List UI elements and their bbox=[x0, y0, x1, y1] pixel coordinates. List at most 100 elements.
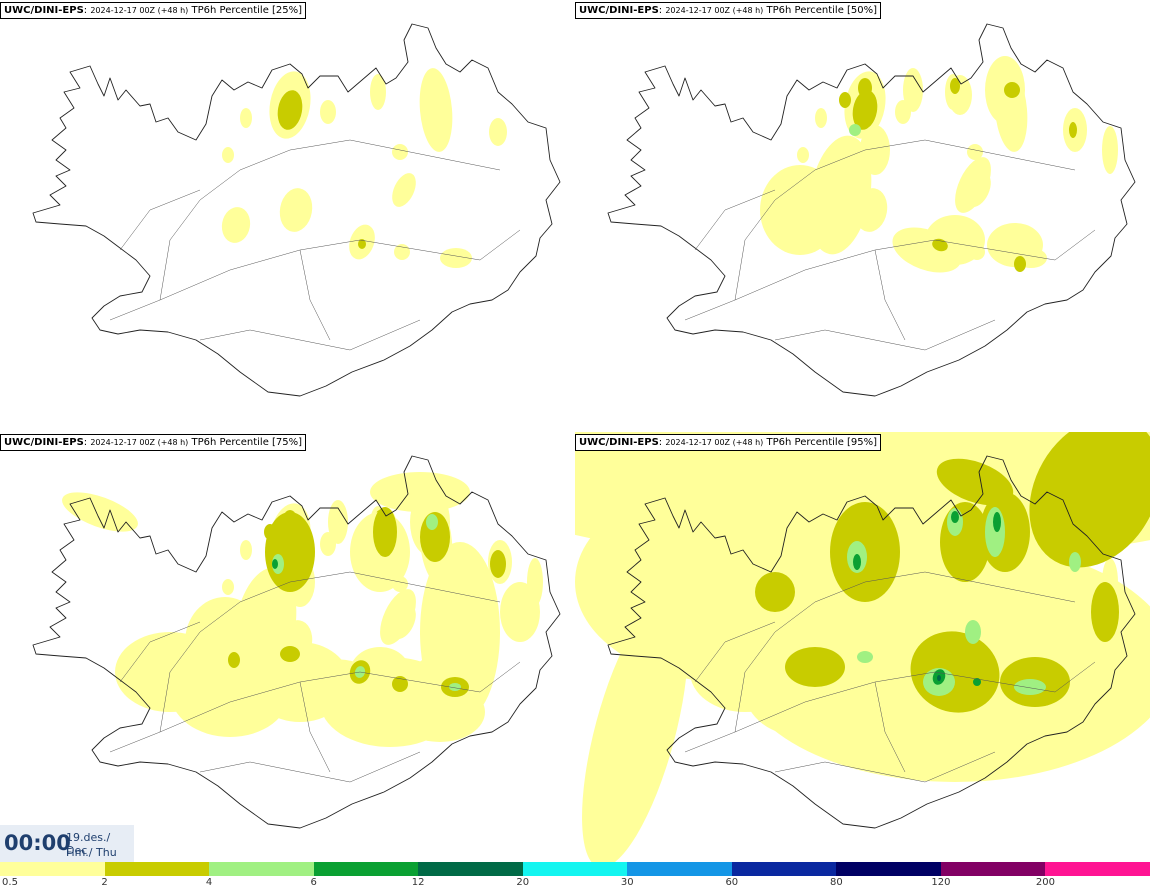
legend-label: 2 bbox=[101, 877, 108, 888]
precip-area bbox=[320, 100, 336, 124]
precip-area bbox=[852, 90, 878, 130]
road-lines bbox=[684, 571, 1096, 783]
precip-area bbox=[987, 223, 1043, 267]
legend-swatch bbox=[731, 862, 837, 876]
precip-area bbox=[228, 652, 240, 668]
precip-area bbox=[808, 135, 872, 255]
precip-area bbox=[490, 550, 506, 578]
precip-area bbox=[328, 500, 348, 544]
precip-map bbox=[607, 23, 1136, 397]
valid-date: 19.des./ Dec bbox=[66, 831, 111, 857]
precip-area bbox=[1091, 582, 1119, 642]
panel-p95: UWC/DINI-EPS: 2024-12-17 00Z (+48 h) TP6… bbox=[575, 432, 1150, 862]
precip-area bbox=[380, 589, 416, 645]
precip-area bbox=[967, 144, 983, 160]
precip-area bbox=[222, 147, 234, 163]
legend-swatch bbox=[627, 862, 733, 876]
precip-area bbox=[955, 157, 991, 213]
precip-area bbox=[272, 559, 278, 569]
precip-area bbox=[440, 248, 472, 268]
legend-swatch bbox=[418, 862, 524, 876]
legend-label: 6 bbox=[310, 877, 317, 888]
panel-p75: UWC/DINI-EPS: 2024-12-17 00Z (+48 h) TP6… bbox=[0, 432, 575, 862]
legend-swatch bbox=[522, 862, 628, 876]
precip-map bbox=[32, 455, 561, 829]
precip-map bbox=[575, 432, 1150, 862]
precip-area bbox=[973, 678, 981, 686]
legend-label: 0.5 bbox=[2, 877, 18, 888]
panel-title: UWC/DINI-EPS: 2024-12-17 00Z (+48 h) TP6… bbox=[575, 434, 882, 451]
precip-area bbox=[858, 78, 872, 98]
precip-area bbox=[394, 244, 410, 260]
precip-area bbox=[951, 511, 959, 523]
precip-area bbox=[815, 108, 827, 128]
legend-swatch bbox=[836, 862, 942, 876]
legend-swatch bbox=[209, 862, 315, 876]
precip-area bbox=[853, 554, 861, 570]
precip-area bbox=[279, 188, 313, 232]
valid-time: 00:00 bbox=[4, 831, 71, 855]
legend-label: 12 bbox=[411, 877, 425, 888]
panel-title: UWC/DINI-EPS: 2024-12-17 00Z (+48 h) TP6… bbox=[575, 2, 882, 19]
precip-area bbox=[449, 683, 461, 691]
precip-area bbox=[797, 147, 809, 163]
road-lines bbox=[684, 139, 1096, 351]
precip-area bbox=[240, 540, 252, 560]
precip-area bbox=[1029, 432, 1150, 568]
legend-swatch bbox=[1045, 862, 1150, 876]
precip-area bbox=[1014, 256, 1026, 272]
precip-area bbox=[937, 675, 941, 681]
legend-swatch bbox=[313, 862, 419, 876]
legend-swatch bbox=[104, 862, 210, 876]
precip-layer bbox=[760, 56, 1118, 273]
precip-area bbox=[426, 514, 438, 530]
precip-area bbox=[358, 239, 366, 249]
legend-label: 120 bbox=[931, 877, 951, 888]
precip-layer bbox=[62, 472, 543, 747]
road-lines bbox=[109, 571, 521, 783]
precip-layer bbox=[221, 68, 507, 268]
panel-title: UWC/DINI-EPS: 2024-12-17 00Z (+48 h) TP6… bbox=[0, 2, 307, 19]
precip-area bbox=[932, 238, 948, 252]
precip-area bbox=[500, 582, 540, 642]
color-scale-legend: 0.5 2 4 6 12 20 30 60 80 120 200 bbox=[0, 862, 1150, 891]
precip-area bbox=[392, 144, 408, 160]
panel-p50: UWC/DINI-EPS: 2024-12-17 00Z (+48 h) TP6… bbox=[575, 0, 1150, 430]
iceland-coastline bbox=[607, 23, 1136, 397]
precip-area bbox=[419, 68, 453, 152]
precip-area bbox=[903, 68, 923, 112]
precip-area bbox=[965, 620, 981, 644]
precip-area bbox=[280, 646, 300, 662]
valid-day: Fim./ Thu bbox=[66, 846, 117, 859]
iceland-coastline bbox=[32, 455, 561, 829]
precip-area bbox=[420, 542, 500, 722]
precip-area bbox=[277, 90, 303, 130]
precip-area bbox=[392, 676, 408, 692]
precip-area bbox=[370, 74, 386, 110]
precip-area bbox=[1102, 126, 1118, 174]
precip-area bbox=[265, 512, 315, 592]
valid-time-box: 00:00 19.des./ Dec Fim./ Thu bbox=[0, 825, 134, 862]
precip-area bbox=[62, 492, 138, 532]
precip-area bbox=[1069, 552, 1081, 572]
legend-label: 20 bbox=[516, 877, 530, 888]
precip-area bbox=[1014, 679, 1046, 695]
legend-swatch bbox=[940, 862, 1046, 876]
precip-area bbox=[370, 472, 470, 512]
legend-label: 80 bbox=[829, 877, 843, 888]
iceland-coastline bbox=[32, 23, 561, 397]
precip-area bbox=[860, 125, 890, 175]
precip-area bbox=[392, 173, 416, 207]
legend-swatch bbox=[0, 862, 105, 876]
legend-label: 4 bbox=[205, 877, 213, 888]
road-lines bbox=[109, 139, 521, 351]
precip-area bbox=[849, 124, 861, 136]
precip-area bbox=[857, 651, 873, 663]
legend-label: 200 bbox=[1035, 877, 1055, 888]
precip-area bbox=[240, 108, 252, 128]
precip-area bbox=[950, 78, 960, 94]
precip-area bbox=[489, 118, 507, 146]
precip-area bbox=[925, 215, 985, 265]
legend-label: 30 bbox=[620, 877, 634, 888]
precip-map bbox=[32, 23, 561, 397]
